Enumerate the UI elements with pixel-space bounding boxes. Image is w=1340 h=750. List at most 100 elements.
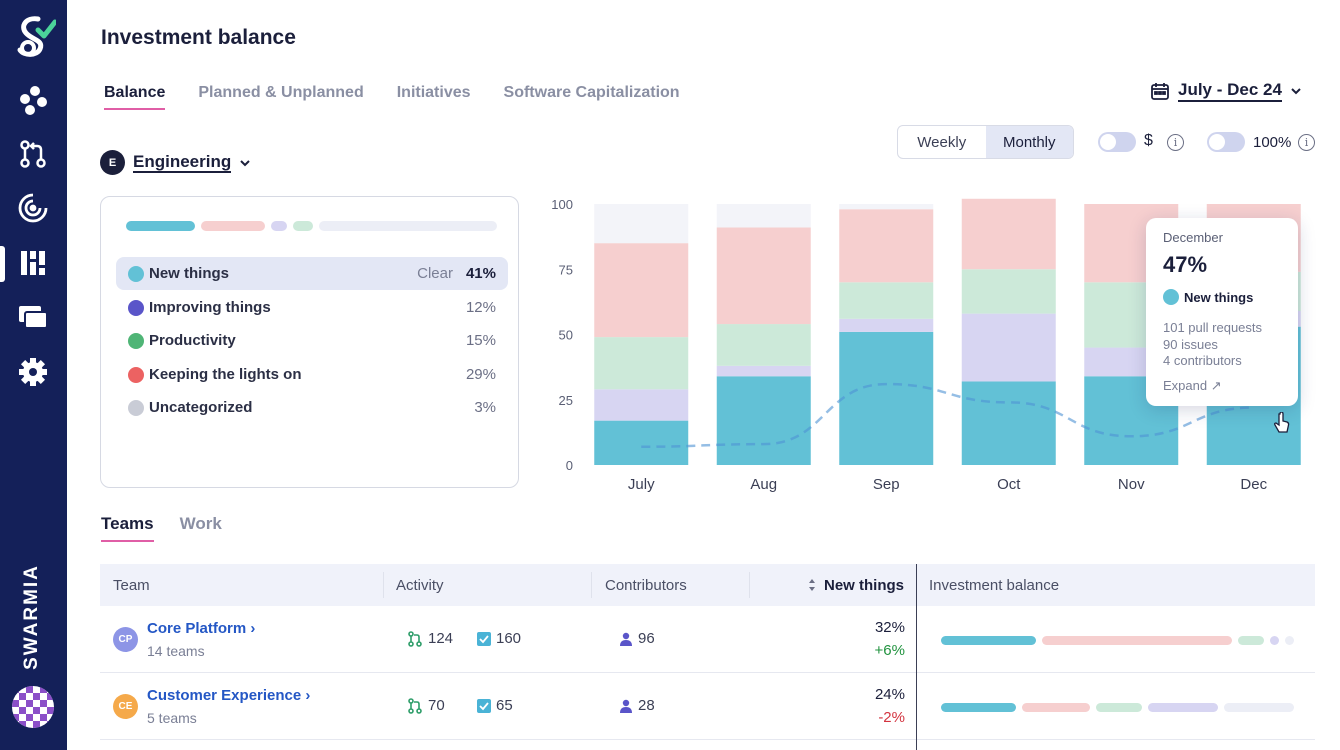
person-icon xyxy=(620,699,632,713)
tab-software-capitalization[interactable]: Software Capitalization xyxy=(503,84,680,101)
team-subteams: 5 teams xyxy=(147,710,197,726)
category-pct: 41% xyxy=(465,265,496,282)
pull-request-icon xyxy=(408,630,422,647)
expand-link[interactable]: Expand ↗ xyxy=(1163,378,1222,393)
y-tick-label: 25 xyxy=(559,393,573,408)
category-productivity[interactable]: Productivity 15% xyxy=(116,324,508,357)
column-contributors[interactable]: Contributors xyxy=(605,576,687,594)
dollar-label: $ xyxy=(1144,132,1153,149)
tooltip-month: December xyxy=(1163,230,1223,245)
bar-segment xyxy=(839,318,934,332)
column-highlight-divider xyxy=(916,564,917,750)
investment-icon[interactable] xyxy=(16,246,50,280)
column-new-things[interactable]: New things xyxy=(805,564,904,606)
category-new-things[interactable]: New things Clear 41% xyxy=(116,257,508,290)
category-pct: 15% xyxy=(465,332,496,349)
column-investment-balance[interactable]: Investment balance xyxy=(929,576,1060,594)
column-divider xyxy=(749,572,750,598)
clear-selection-button[interactable]: Clear xyxy=(417,265,453,282)
issue-count: 160 xyxy=(477,630,521,647)
bar-segment xyxy=(839,331,934,465)
org-selector[interactable]: E Engineering xyxy=(100,150,251,175)
info-icon[interactable]: i xyxy=(1167,134,1184,151)
info-icon[interactable]: i xyxy=(1298,134,1315,151)
tab-work[interactable]: Work xyxy=(179,514,222,533)
page-title: Investment balance xyxy=(101,26,296,49)
pull-request-icon xyxy=(408,697,422,714)
distribution-bar xyxy=(126,221,497,231)
org-badge: E xyxy=(100,150,125,175)
sort-icon xyxy=(809,579,815,591)
y-tick-label: 100 xyxy=(551,197,573,212)
issue-count-value: 65 xyxy=(496,697,513,714)
issue-count: 65 xyxy=(477,697,513,714)
team-name-link[interactable]: Customer Experience › xyxy=(147,687,311,704)
mini-productivity xyxy=(1238,636,1264,645)
tab-initiatives[interactable]: Initiatives xyxy=(396,84,471,101)
bar-segment xyxy=(594,337,689,390)
column-team[interactable]: Team xyxy=(113,576,150,594)
pull-request-icon[interactable] xyxy=(16,137,50,171)
tab-planned-unplanned[interactable]: Planned & Unplanned xyxy=(198,84,364,101)
x-tick-label: Oct xyxy=(997,476,1021,493)
category-pct: 3% xyxy=(474,399,496,416)
category-dot xyxy=(128,299,144,316)
category-improving-things[interactable]: Improving things 12% xyxy=(116,291,508,324)
y-tick-label: 75 xyxy=(559,262,573,277)
new-things-pct: 24% xyxy=(874,686,905,703)
team-icon[interactable] xyxy=(16,83,50,117)
investment-mini-bar xyxy=(941,703,1294,712)
category-pct: 12% xyxy=(465,299,496,316)
bar-segment xyxy=(594,204,689,244)
column-activity[interactable]: Activity xyxy=(396,576,444,594)
category-name: New things xyxy=(149,265,230,282)
contributor-count-value: 96 xyxy=(638,630,655,647)
category-dot xyxy=(128,366,144,383)
chart-tooltip: December 47% New things 101 pull request… xyxy=(1146,218,1298,406)
bar-segment xyxy=(716,324,811,366)
folders-icon[interactable] xyxy=(16,300,50,334)
category-dot xyxy=(128,399,144,416)
date-range-picker[interactable]: July - Dec 24 xyxy=(1150,80,1302,102)
bar-segment xyxy=(839,282,934,319)
table-header: Team Activity Contributors New things In… xyxy=(100,564,1315,606)
percent-toggle[interactable] xyxy=(1207,132,1245,152)
bar-segment xyxy=(961,198,1056,270)
logo-icon[interactable] xyxy=(14,14,58,60)
weekly-option[interactable]: Weekly xyxy=(917,133,967,151)
team-name-link[interactable]: Core Platform › xyxy=(147,620,256,637)
category-name: Uncategorized xyxy=(149,399,253,416)
bar-segment xyxy=(839,204,934,210)
tab-balance[interactable]: Balance xyxy=(104,84,166,110)
person-icon xyxy=(620,632,632,646)
tab-teams[interactable]: Teams xyxy=(101,514,154,542)
monthly-option[interactable]: Monthly xyxy=(985,126,1073,158)
tooltip-category-name: New things xyxy=(1184,289,1254,305)
team-subteams: 14 teams xyxy=(147,643,205,659)
team-avatar: CE xyxy=(113,694,138,719)
distribution-improving xyxy=(271,221,287,231)
bar-segment xyxy=(716,227,811,325)
column-divider xyxy=(383,572,384,598)
investment-mini-bar xyxy=(941,636,1294,645)
target-icon[interactable] xyxy=(16,191,50,225)
table-row[interactable]: CP Core Platform › 14 teams 124 160 96 3… xyxy=(100,606,1315,673)
main-tabs: Balance Planned & Unplanned Initiatives … xyxy=(104,84,680,110)
user-avatar[interactable] xyxy=(12,686,54,728)
settings-icon[interactable] xyxy=(16,355,50,389)
date-range-label: July - Dec 24 xyxy=(1178,80,1282,102)
distribution-ktlo xyxy=(201,221,265,231)
category-keeping-lights-on[interactable]: Keeping the lights on 29% xyxy=(116,358,508,391)
new-things-delta: -2% xyxy=(878,709,905,726)
checkbox-icon xyxy=(477,698,491,713)
category-dot xyxy=(128,265,144,282)
x-tick-label: Aug xyxy=(750,476,777,493)
calendar-icon xyxy=(1151,83,1169,100)
category-uncategorized[interactable]: Uncategorized 3% xyxy=(116,391,508,424)
org-name: Engineering xyxy=(133,152,232,173)
table-row[interactable]: CE Customer Experience › 5 teams 70 65 2… xyxy=(100,673,1315,740)
column-new-things-label: New things xyxy=(824,576,905,594)
contributor-count: 28 xyxy=(619,697,655,714)
bar-segment xyxy=(961,269,1056,314)
dollar-toggle[interactable] xyxy=(1098,132,1136,152)
